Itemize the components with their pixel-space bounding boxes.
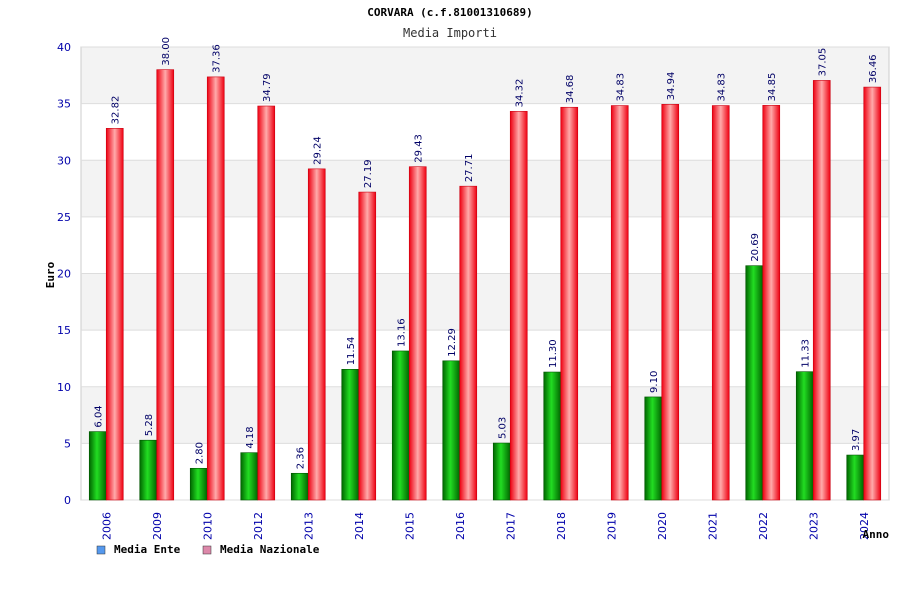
bar-media-ente [240, 452, 259, 501]
value-label: 34.83 [616, 73, 627, 102]
value-label: 20.69 [750, 233, 761, 262]
bar-media-nazionale [711, 105, 730, 501]
value-label: 2.36 [296, 447, 307, 469]
y-axis-label: Euro [44, 261, 57, 288]
value-label: 29.43 [414, 134, 425, 163]
value-label: 29.24 [313, 136, 324, 165]
value-label: 34.94 [666, 72, 677, 101]
x-tick-label: 2021 [706, 512, 719, 540]
bar-media-ente [391, 350, 410, 501]
x-tick-label: 2009 [151, 512, 164, 540]
value-label: 36.46 [868, 54, 879, 83]
x-tick-label: 2014 [353, 512, 366, 540]
bar-media-nazionale [560, 106, 579, 501]
legend-swatch-ente [96, 545, 106, 555]
value-label: 4.18 [245, 426, 256, 448]
y-tick-label: 10 [57, 381, 71, 394]
x-tick-label: 2018 [555, 512, 568, 540]
x-tick-label: 2010 [201, 512, 214, 540]
bar-media-ente [644, 396, 663, 501]
x-axis-ticks: 2006 2009 2010 2012 2013 2014 2015 2016 2017 2018… [100, 512, 871, 540]
y-tick-label: 20 [57, 268, 71, 281]
chart-title: CORVARA (c.f.81001310689) [367, 6, 533, 19]
bar-media-ente [88, 431, 107, 501]
value-label: 34.32 [515, 79, 526, 108]
x-tick-label: 2024 [858, 512, 871, 540]
y-tick-label: 30 [57, 154, 71, 167]
value-label: 9.10 [649, 371, 660, 393]
bar-media-ente [846, 454, 865, 501]
value-label: 2.80 [195, 442, 206, 464]
x-tick-label: 2019 [605, 512, 618, 540]
x-tick-label: 2015 [403, 512, 416, 540]
value-labels: 6.04 32.82 5.28 38.00 2.80 37.36 4.18 34.79 2.36… [94, 37, 880, 469]
value-label: 34.68 [565, 75, 576, 104]
bar-media-nazionale [358, 191, 377, 501]
y-axis-ticks: 0 5 10 15 20 25 30 35 40 [57, 41, 71, 507]
bar-media-nazionale [610, 105, 629, 501]
bar-media-ente [341, 369, 360, 501]
x-axis-label: Anno [863, 528, 890, 541]
value-label: 11.54 [346, 337, 357, 366]
bar-media-nazionale [661, 104, 680, 501]
bar-media-nazionale [307, 168, 326, 501]
value-label: 37.36 [212, 44, 223, 73]
bar-media-ente [442, 360, 461, 501]
bar-media-nazionale [408, 166, 427, 501]
bar-media-ente [795, 371, 814, 501]
bar-media-nazionale [156, 69, 175, 501]
value-label: 6.04 [94, 405, 105, 427]
value-label: 13.16 [397, 318, 408, 347]
value-label: 27.19 [363, 159, 374, 188]
chart-subtitle: Media Importi [403, 26, 497, 40]
value-label: 12.29 [447, 328, 458, 357]
x-tick-label: 2020 [656, 512, 669, 540]
bar-media-ente [139, 439, 158, 501]
value-label: 34.79 [262, 73, 273, 102]
bars [88, 69, 882, 501]
value-label: 27.71 [464, 154, 475, 183]
legend-label-ente: Media Ente [114, 543, 181, 556]
bar-media-ente [492, 442, 511, 501]
bar-media-ente [745, 265, 764, 501]
value-label: 11.30 [548, 339, 559, 368]
value-label: 38.00 [161, 37, 172, 66]
legend: Media Ente Media Nazionale [96, 543, 320, 556]
value-label: 34.85 [767, 73, 778, 102]
bar-media-nazionale [812, 80, 831, 501]
x-tick-label: 2006 [100, 512, 113, 540]
bar-media-ente [290, 472, 309, 501]
bar-media-ente [189, 467, 208, 501]
bar-media-nazionale [206, 76, 225, 501]
bar-media-nazionale [762, 105, 781, 501]
y-tick-label: 15 [57, 324, 71, 337]
value-label: 5.03 [498, 417, 509, 439]
bar-media-ente [543, 371, 562, 501]
value-label: 11.33 [801, 339, 812, 368]
legend-swatch-nazionale [202, 545, 212, 555]
value-label: 37.05 [818, 48, 829, 77]
bar-media-nazionale [257, 105, 276, 501]
value-label: 34.83 [717, 73, 728, 102]
x-tick-label: 2016 [454, 512, 467, 540]
legend-label-nazionale: Media Nazionale [220, 543, 320, 556]
x-tick-label: 2017 [504, 512, 517, 540]
value-label: 5.28 [144, 414, 155, 436]
value-label: 32.82 [111, 96, 122, 125]
x-tick-label: 2023 [807, 512, 820, 540]
value-label: 3.97 [851, 429, 862, 451]
bar-media-nazionale [105, 128, 124, 501]
bar-media-nazionale [863, 86, 882, 501]
y-tick-label: 35 [57, 98, 71, 111]
y-tick-label: 25 [57, 211, 71, 224]
y-tick-label: 5 [64, 437, 71, 450]
y-tick-label: 40 [57, 41, 71, 54]
bar-media-nazionale [509, 111, 528, 501]
x-tick-label: 2022 [757, 512, 770, 540]
y-tick-label: 0 [64, 494, 71, 507]
bar-media-nazionale [459, 185, 478, 501]
x-tick-label: 2013 [302, 512, 315, 540]
x-tick-label: 2012 [252, 512, 265, 540]
